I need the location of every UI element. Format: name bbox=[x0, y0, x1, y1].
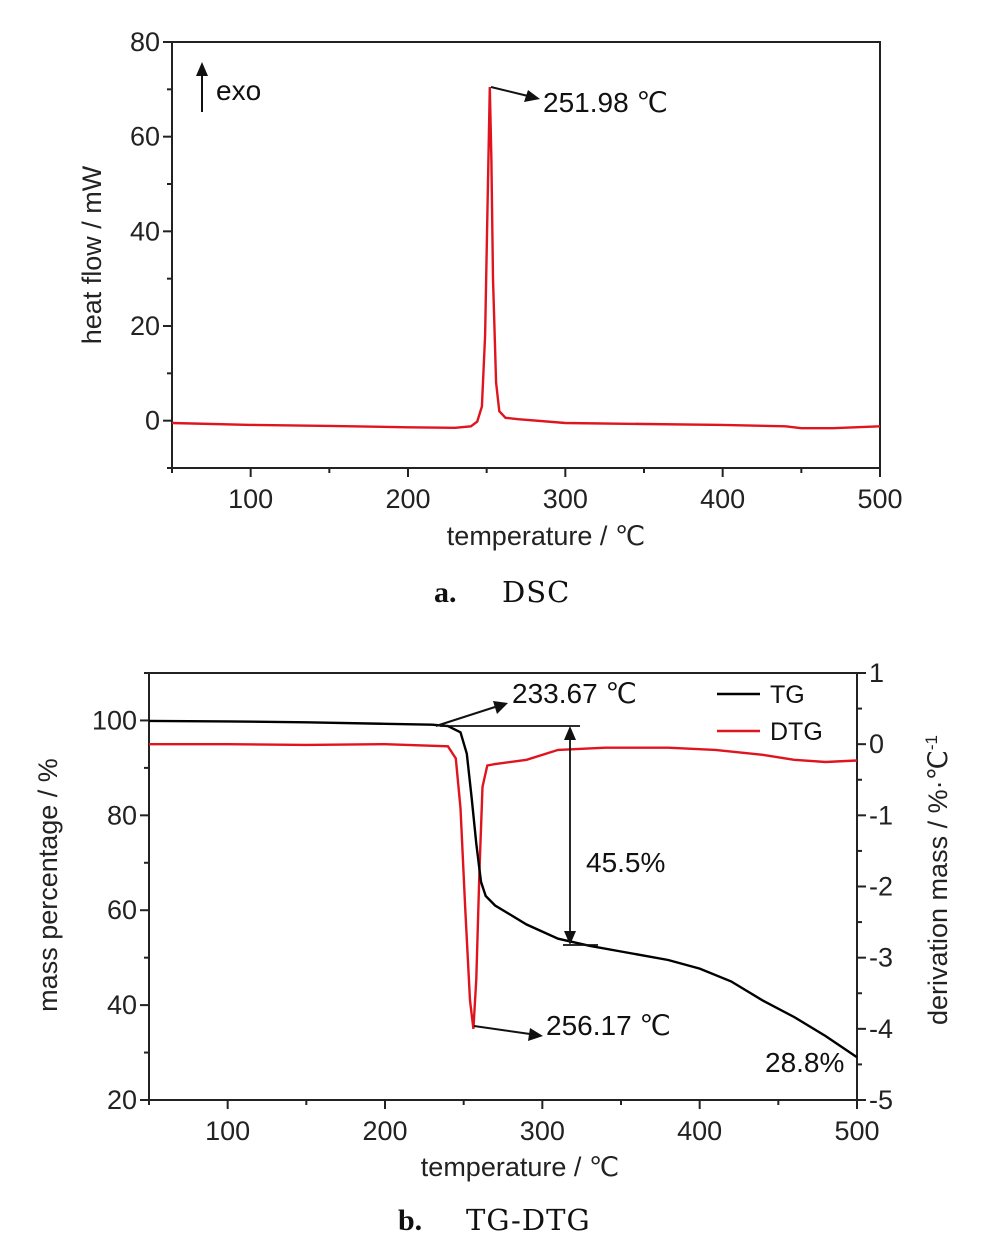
tg-y-tick-label: 20 bbox=[107, 1085, 137, 1115]
tg-y-right-tick-label: -3 bbox=[869, 943, 893, 973]
dsc-x-tick-label: 200 bbox=[385, 484, 430, 514]
tg-y-axis-left: 20 40 60 80 100 bbox=[92, 672, 149, 1115]
tg-y-right-tick-label: 1 bbox=[869, 658, 884, 688]
dsc-peak-label: 251.98 ℃ bbox=[543, 87, 668, 118]
legend-tg-label: TG bbox=[770, 681, 805, 709]
dsc-x-axis-label: temperature / ℃ bbox=[447, 521, 645, 551]
exo-label: exo bbox=[216, 75, 261, 106]
dsc-x-tick-label: 300 bbox=[543, 484, 588, 514]
tg-y-axis-right: -5 -4 -3 -2 -1 0 1 bbox=[857, 658, 893, 1115]
dsc-y-tick-label: 20 bbox=[130, 311, 160, 341]
onset-arrow-icon bbox=[435, 701, 508, 727]
tg-y-right-tick-label: -5 bbox=[869, 1085, 893, 1115]
legend-dtg-label: DTG bbox=[770, 718, 823, 746]
tg-x-axis: 100 200 300 400 500 bbox=[148, 1100, 880, 1146]
dsc-x-tick-label: 400 bbox=[700, 484, 745, 514]
dsc-peak-arrow-icon bbox=[490, 86, 540, 102]
dtg-series-line bbox=[149, 742, 858, 1029]
tg-y-right-tick-label: -2 bbox=[869, 872, 893, 902]
tg-x-tick-label: 300 bbox=[520, 1116, 565, 1146]
tg-y-right-tick-label: -1 bbox=[869, 800, 893, 830]
tg-y-tick-label: 40 bbox=[107, 990, 137, 1020]
onset-label: 233.67 ℃ bbox=[512, 678, 637, 709]
tg-legend: TG DTG bbox=[717, 681, 823, 746]
dsc-x-tick-label: 100 bbox=[228, 484, 273, 514]
tg-series-line bbox=[148, 719, 858, 1059]
dsc-x-tick-label: 500 bbox=[857, 484, 902, 514]
tg-y-right-tick-label: -4 bbox=[869, 1014, 893, 1044]
tg-x-tick-label: 500 bbox=[834, 1116, 879, 1146]
dsc-plot-frame bbox=[171, 41, 881, 469]
dsc-chart: 100 200 300 400 500 0 20 40 60 80 temperature / … bbox=[77, 27, 903, 609]
exo-arrow-icon bbox=[196, 62, 208, 112]
tg-x-tick-label: 200 bbox=[362, 1116, 407, 1146]
caption-a-letter: a. bbox=[434, 576, 457, 609]
tg-y-right-tick-label: 0 bbox=[869, 729, 884, 759]
dsc-y-tick-label: 40 bbox=[130, 216, 160, 246]
dsc-x-axis: 100 200 300 400 500 bbox=[171, 468, 903, 514]
dtg-peak-label: 256.17 ℃ bbox=[546, 1010, 671, 1041]
caption-b-text: TG-DTG bbox=[466, 1203, 591, 1237]
dsc-y-axis-label: heat flow / mW bbox=[77, 165, 107, 344]
tg-y-axis-left-label: mass percentage / % bbox=[33, 758, 63, 1012]
tg-dtg-chart: 100 200 300 400 500 20 40 60 80 100 -5 -4 -3 -2 -1 0 1… bbox=[33, 658, 953, 1237]
mass-loss-label: 45.5% bbox=[586, 847, 665, 878]
dsc-y-axis: 0 20 40 60 80 bbox=[130, 27, 172, 469]
tg-y-axis-right-label: derivation mass / %·℃-1 bbox=[922, 735, 953, 1025]
mass-loss-bracket bbox=[440, 725, 598, 946]
dtg-peak-arrow-icon bbox=[473, 1025, 543, 1041]
caption-b-letter: b. bbox=[398, 1204, 422, 1237]
dsc-y-tick-label: 80 bbox=[130, 27, 160, 57]
dsc-series-line bbox=[171, 86, 881, 430]
tg-x-tick-label: 100 bbox=[205, 1116, 250, 1146]
tg-plot-frame bbox=[148, 672, 858, 1101]
caption-a-text: DSC bbox=[502, 575, 570, 609]
dsc-y-tick-label: 0 bbox=[145, 406, 160, 436]
residue-label: 28.8% bbox=[765, 1047, 844, 1078]
dsc-y-tick-label: 60 bbox=[130, 122, 160, 152]
tg-x-axis-label: temperature / ℃ bbox=[421, 1152, 619, 1182]
tg-y-tick-label: 80 bbox=[107, 800, 137, 830]
tg-y-tick-label: 60 bbox=[107, 895, 137, 925]
tg-y-tick-label: 100 bbox=[92, 705, 137, 735]
tg-x-tick-label: 400 bbox=[677, 1116, 722, 1146]
